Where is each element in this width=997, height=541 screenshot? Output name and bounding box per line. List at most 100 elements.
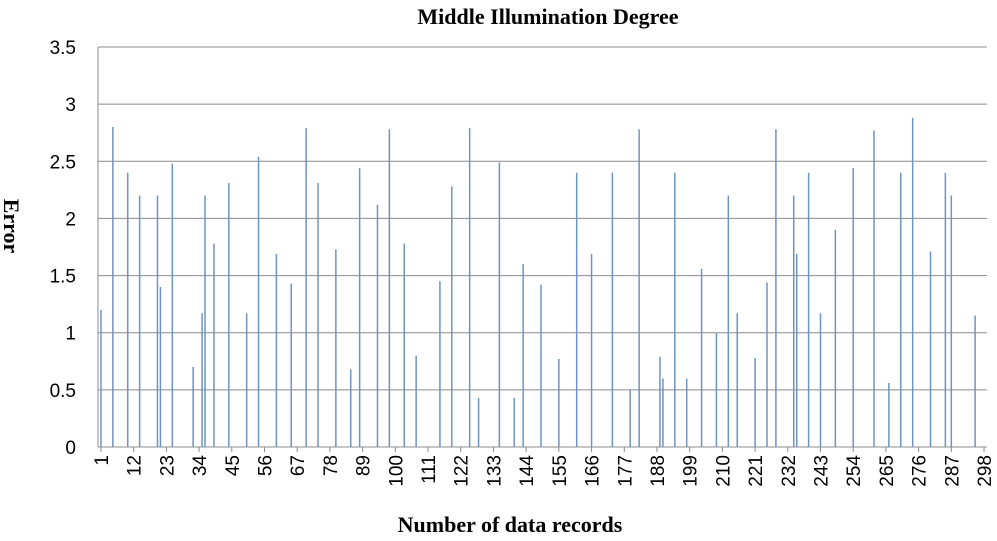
y-tick-label: 0.5 (50, 381, 76, 402)
x-tick-label: 34 (190, 455, 211, 477)
bar (403, 243, 405, 447)
x-tick-label: 287 (942, 455, 963, 487)
bar (257, 156, 260, 447)
bar (468, 128, 471, 447)
bar (819, 313, 822, 447)
x-tick-label: 56 (256, 455, 277, 476)
x-tick-label: 232 (779, 455, 800, 487)
bar (944, 172, 947, 447)
bar (477, 397, 480, 447)
x-tick-label: 78 (321, 455, 342, 476)
bar (950, 195, 953, 447)
bar (795, 253, 798, 447)
bar (138, 195, 141, 447)
bar (156, 195, 159, 447)
x-tick-label: 133 (484, 455, 505, 487)
bar (228, 183, 230, 447)
bar (929, 251, 932, 447)
bar (629, 389, 631, 447)
y-tick-label: 1 (65, 324, 76, 345)
x-tick-label: 188 (648, 455, 669, 487)
x-tick-label: 254 (844, 455, 865, 487)
bar (112, 127, 114, 447)
x-tick-label: 45 (223, 455, 244, 476)
bar (974, 315, 976, 447)
x-tick-label: 199 (681, 455, 702, 487)
bar (213, 243, 215, 447)
bar (126, 172, 129, 447)
x-tick-label: 221 (746, 455, 767, 487)
bar (792, 195, 795, 447)
bar (659, 356, 661, 447)
y-tick-label: 3.5 (50, 38, 76, 59)
y-tick-label: 0 (65, 438, 76, 459)
x-tick-label: 166 (583, 455, 604, 487)
bar (775, 129, 777, 448)
x-tick-label: 243 (811, 455, 832, 487)
bar (192, 367, 194, 447)
bar (873, 130, 875, 447)
bar (498, 162, 501, 447)
bar (558, 359, 560, 447)
x-tick-label: 111 (419, 455, 440, 484)
x-tick-label: 12 (125, 455, 146, 476)
bar (754, 357, 756, 447)
bar (685, 378, 688, 447)
x-tick-label: 265 (877, 455, 898, 487)
bar (674, 172, 676, 447)
bar (275, 253, 278, 447)
x-tick-label: 210 (713, 455, 734, 487)
bar (807, 172, 810, 447)
bar (358, 168, 361, 447)
bar (171, 163, 174, 448)
y-tick-label: 2.5 (50, 152, 76, 173)
bar (911, 117, 914, 447)
x-tick-label: 67 (288, 455, 309, 476)
x-tick-label: 276 (910, 455, 931, 487)
bar (852, 168, 854, 447)
bar (638, 129, 640, 448)
chart-title: Middle Illumination Degree (417, 4, 678, 29)
bar (245, 313, 248, 447)
x-tick-label: 23 (157, 455, 178, 476)
x-tick-label: 144 (517, 455, 538, 487)
bar (305, 128, 307, 447)
bar (900, 172, 902, 447)
bar (766, 282, 768, 447)
x-tick-label: 122 (452, 455, 473, 487)
bar (159, 287, 162, 447)
x-tick-label: 89 (354, 455, 375, 476)
bar (439, 281, 441, 447)
y-tick-label: 2 (65, 209, 76, 230)
x-tick-label: 177 (615, 455, 636, 487)
bar (662, 378, 664, 447)
bar (736, 313, 738, 447)
bar (513, 397, 516, 447)
bar (888, 383, 890, 447)
bar (204, 195, 206, 447)
bar (201, 313, 203, 447)
x-tick-label: 298 (975, 455, 996, 487)
bar (317, 183, 319, 447)
x-tick-label: 1 (92, 455, 113, 466)
bar (100, 309, 102, 447)
y-tick-label: 1.5 (50, 267, 76, 288)
bar (590, 253, 593, 447)
bar (290, 283, 293, 447)
bar (522, 264, 524, 447)
bar (700, 268, 703, 447)
x-tick-label: 155 (550, 455, 571, 487)
bar (575, 172, 578, 447)
bar (451, 186, 453, 447)
bar (349, 369, 352, 447)
bar (388, 129, 391, 448)
x-axis-label: Number of data records (398, 512, 623, 537)
y-tick-label: 3 (65, 95, 76, 116)
y-axis-label: Error (0, 199, 24, 254)
bar (376, 204, 379, 447)
bar (540, 284, 542, 447)
bar (335, 249, 337, 447)
bar (834, 229, 837, 447)
bar (715, 332, 718, 447)
